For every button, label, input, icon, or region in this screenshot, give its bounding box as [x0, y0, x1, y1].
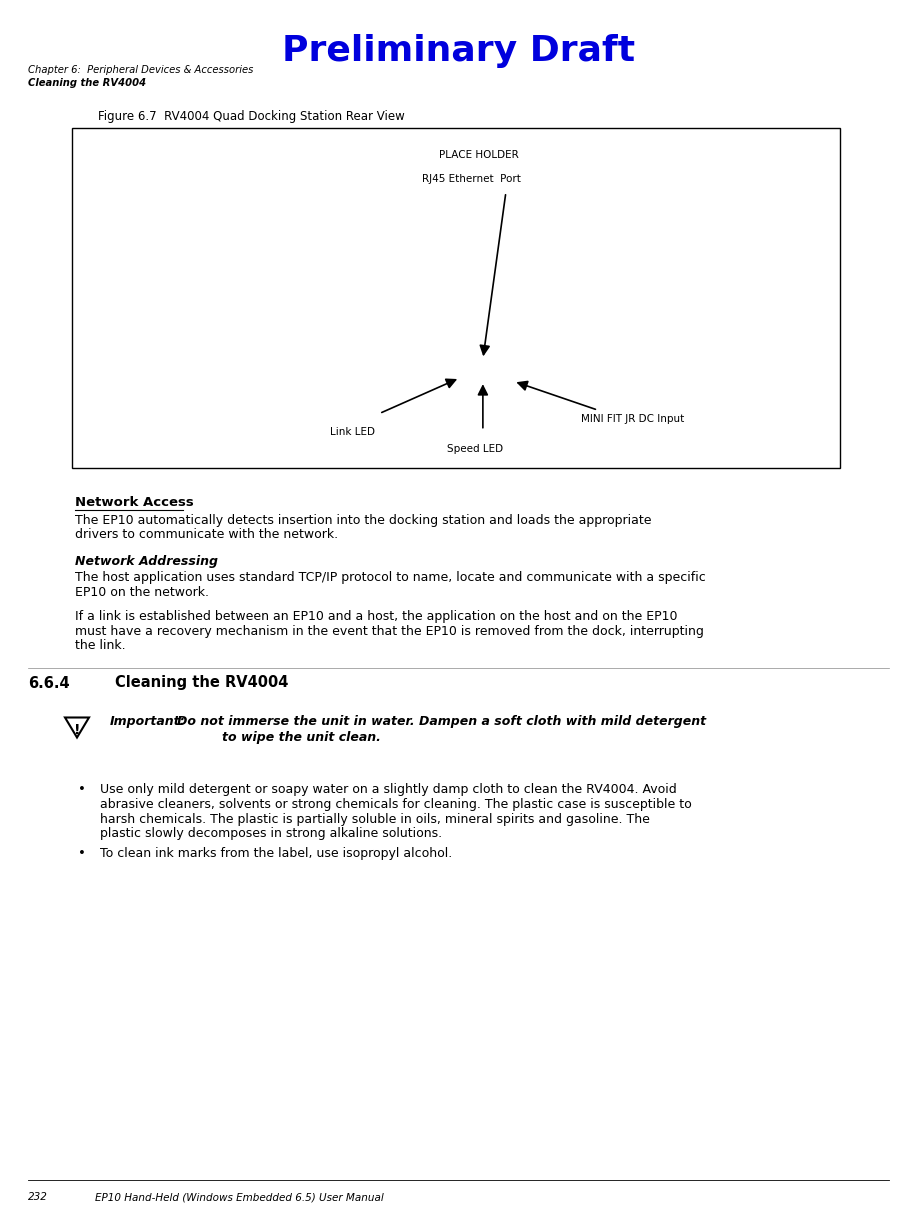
Text: harsh chemicals. The plastic is partially soluble in oils, mineral spirits and g: harsh chemicals. The plastic is partiall…	[100, 812, 650, 826]
Text: Preliminary Draft: Preliminary Draft	[282, 34, 635, 68]
Text: To clean ink marks from the label, use isopropyl alcohol.: To clean ink marks from the label, use i…	[100, 848, 452, 861]
Text: Use only mild detergent or soapy water on a slightly damp cloth to clean the RV4: Use only mild detergent or soapy water o…	[100, 783, 677, 797]
Text: RJ45 Ethernet  Port: RJ45 Ethernet Port	[422, 174, 521, 184]
Text: EP10 on the network.: EP10 on the network.	[75, 585, 209, 598]
Text: 6.6.4: 6.6.4	[28, 676, 70, 690]
Text: PLACE HOLDER: PLACE HOLDER	[439, 150, 519, 160]
Text: must have a recovery mechanism in the event that the EP10 is removed from the do: must have a recovery mechanism in the ev…	[75, 625, 704, 637]
Text: If a link is established between an EP10 and a host, the application on the host: If a link is established between an EP10…	[75, 611, 678, 623]
Text: The host application uses standard TCP/IP protocol to name, locate and communica: The host application uses standard TCP/I…	[75, 571, 706, 584]
Bar	[72, 128, 840, 468]
Text: abrasive cleaners, solvents or strong chemicals for cleaning. The plastic case i: abrasive cleaners, solvents or strong ch…	[100, 798, 691, 811]
Text: •: •	[78, 783, 86, 797]
Text: Figure 6.7  RV4004 Quad Docking Station Rear View: Figure 6.7 RV4004 Quad Docking Station R…	[98, 110, 404, 123]
Text: to wipe the unit clean.: to wipe the unit clean.	[222, 730, 381, 744]
Text: Do not immerse the unit in water. Dampen a soft cloth with mild detergent: Do not immerse the unit in water. Dampen…	[177, 716, 706, 729]
Text: EP10 Hand-Held (Windows Embedded 6.5) User Manual: EP10 Hand-Held (Windows Embedded 6.5) Us…	[95, 1192, 383, 1202]
Text: Network Addressing: Network Addressing	[75, 555, 218, 568]
Text: The EP10 automatically detects insertion into the docking station and loads the : The EP10 automatically detects insertion…	[75, 514, 651, 527]
Text: Cleaning the RV4004: Cleaning the RV4004	[28, 79, 146, 88]
Text: MINI FIT JR DC Input: MINI FIT JR DC Input	[581, 413, 684, 423]
Text: Important:: Important:	[110, 716, 185, 729]
Text: Link LED: Link LED	[330, 427, 375, 438]
Text: Speed LED: Speed LED	[447, 444, 503, 455]
Text: plastic slowly decomposes in strong alkaline solutions.: plastic slowly decomposes in strong alka…	[100, 827, 442, 840]
Text: •: •	[78, 848, 86, 861]
Text: Chapter 6:  Peripheral Devices & Accessories: Chapter 6: Peripheral Devices & Accessor…	[28, 65, 253, 75]
Text: Network Access: Network Access	[75, 496, 193, 509]
Text: the link.: the link.	[75, 640, 126, 652]
Text: Cleaning the RV4004: Cleaning the RV4004	[115, 676, 288, 690]
Text: !: !	[73, 723, 81, 737]
Text: 232: 232	[28, 1192, 48, 1202]
Text: drivers to communicate with the network.: drivers to communicate with the network.	[75, 528, 338, 542]
